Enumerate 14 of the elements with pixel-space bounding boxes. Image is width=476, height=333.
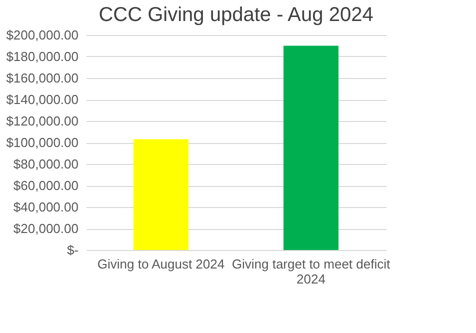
y-tick-label: $180,000.00 [6, 49, 78, 64]
x-tick-label: Giving target to meet deficit 2024 [232, 256, 391, 286]
y-tick-label: $80,000.00 [13, 156, 78, 172]
y-tick-label: $160,000.00 [6, 70, 78, 86]
y-tick-label: $200,000.00 [6, 28, 78, 42]
y-tick-label: $- [66, 242, 78, 258]
y-tick-label: $140,000.00 [6, 92, 78, 107]
y-tick-label: $100,000.00 [6, 135, 78, 150]
x-tick-label: Giving to August 2024 [97, 256, 225, 272]
y-tick-label: $40,000.00 [13, 200, 78, 214]
y-tick-label: $20,000.00 [13, 221, 78, 236]
chart-title: CCC Giving update - Aug 2024 [98, 4, 374, 26]
y-tick-label: $120,000.00 [6, 114, 78, 128]
y-tick-label: $60,000.00 [13, 178, 78, 193]
